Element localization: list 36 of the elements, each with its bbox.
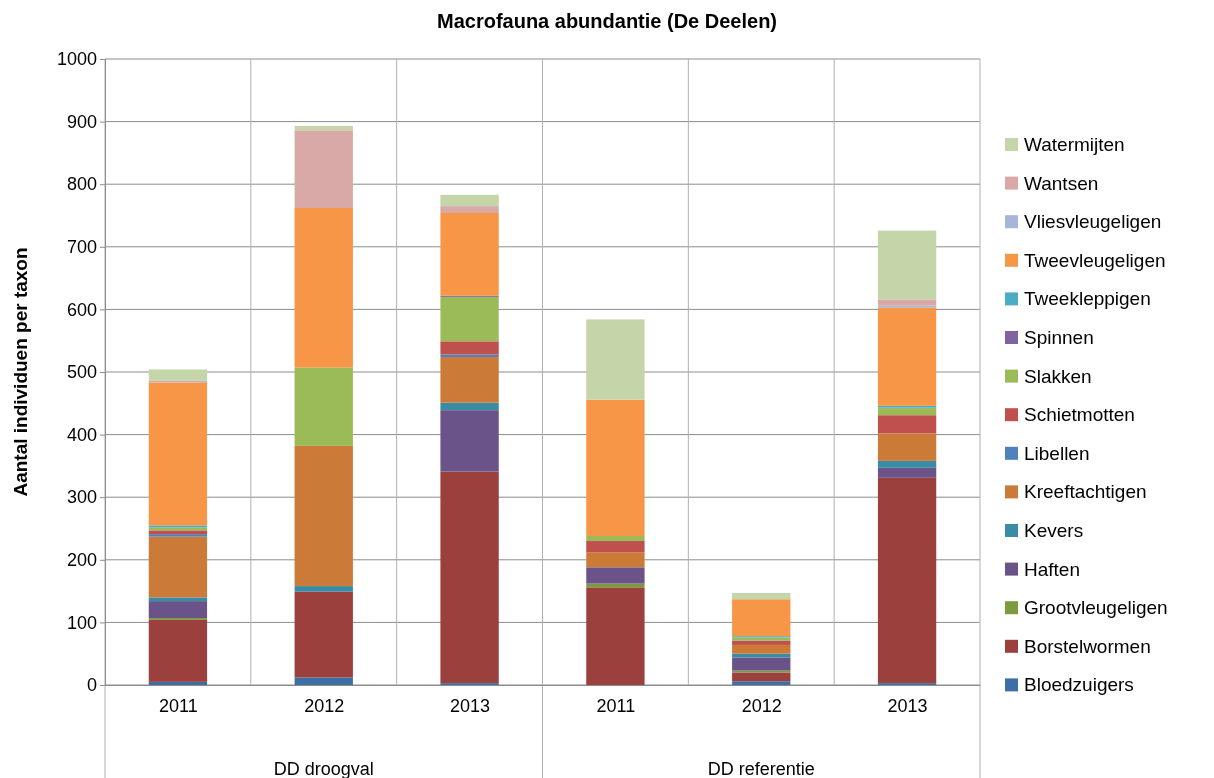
y-tick-label: 400 xyxy=(66,424,97,445)
legend-label: Wantsen xyxy=(1024,172,1099,194)
y-tick-label: 500 xyxy=(66,362,97,383)
legend-label: Haften xyxy=(1024,558,1080,580)
text: DD referentie xyxy=(707,759,815,778)
legend-label: Spinnen xyxy=(1024,327,1094,348)
y-tick-label: 700 xyxy=(66,237,97,258)
legend-label: Bloedzuigers xyxy=(1024,674,1134,696)
y-tick-label: 1000 xyxy=(56,49,97,70)
x-tick-label: 2011 xyxy=(159,695,198,716)
y-tick-label: 100 xyxy=(66,612,97,633)
legend-label: Libellen xyxy=(1024,442,1090,464)
x-tick-label: 2013 xyxy=(887,695,928,716)
chart-title: Macrofauna abundantie (De Deelen) xyxy=(436,10,778,32)
legend-label: Vliesvleugeligen xyxy=(1024,211,1162,233)
y-tick-label: 200 xyxy=(66,550,97,571)
legend-label: Kevers xyxy=(1024,520,1084,541)
x-tick-label: 2012 xyxy=(304,695,345,716)
y-tick-label: 600 xyxy=(66,299,97,320)
x-tick-label: 2011 xyxy=(596,695,636,716)
legend-label: Kreeftachtigen xyxy=(1024,481,1147,503)
text: DD droogval xyxy=(273,759,374,778)
y-tick-label: 0 xyxy=(86,675,97,696)
x-tick-label: 2012 xyxy=(741,695,782,716)
y-axis-title: Aantal individuen per taxon xyxy=(10,247,31,497)
legend-label: Borstelwormen xyxy=(1024,635,1151,657)
legend-label: Grootvleugeligen xyxy=(1024,597,1168,619)
legend-label: Tweevleugeligen xyxy=(1024,249,1166,271)
x-tick-label: 2013 xyxy=(450,695,491,716)
y-tick-label: 800 xyxy=(66,174,97,195)
legend-label: Watermijten xyxy=(1024,134,1125,155)
legend-label: Tweekleppigen xyxy=(1024,288,1151,310)
legend-label: Slakken xyxy=(1024,365,1092,387)
legend-label: Schietmotten xyxy=(1024,404,1135,426)
y-tick-label: 300 xyxy=(66,487,97,508)
y-tick-label: 900 xyxy=(66,111,97,132)
